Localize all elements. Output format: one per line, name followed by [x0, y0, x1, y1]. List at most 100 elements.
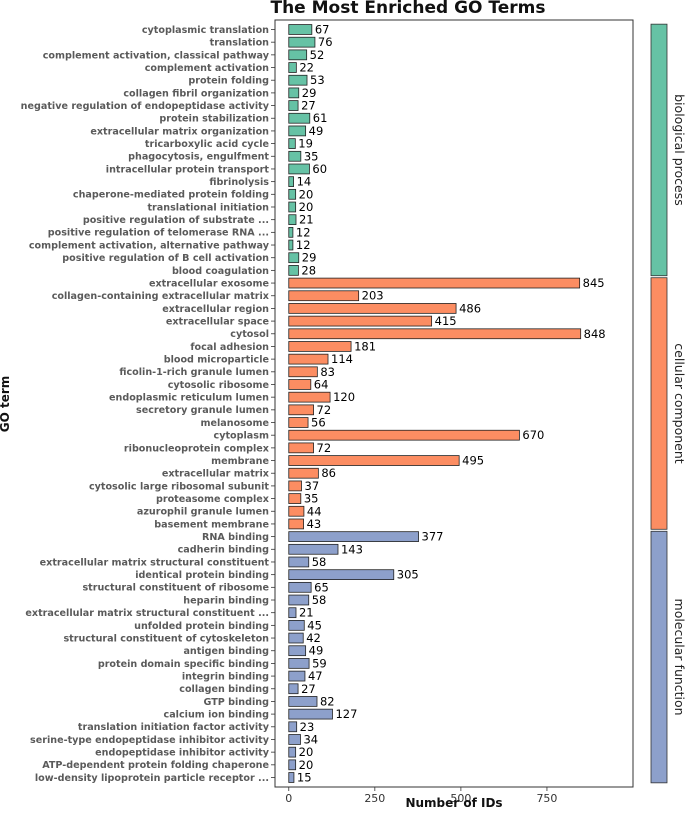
bar-value-label: 28 [301, 263, 316, 277]
y-tick-label: calcium ion binding [164, 710, 270, 721]
bar [288, 315, 433, 327]
bar [288, 252, 300, 264]
bar-value-label: 415 [435, 314, 457, 328]
bar [288, 62, 297, 73]
bar-value-label: 58 [312, 593, 327, 607]
bar [288, 581, 312, 593]
y-tick-label: melanosome [201, 418, 270, 429]
bar-value-label: 82 [320, 694, 335, 708]
y-tick-label: cytosolic large ribosomal subunit [89, 481, 269, 492]
bar-value-label: 60 [312, 162, 327, 176]
bar [288, 138, 296, 149]
bar [288, 125, 307, 137]
bar-value-label: 27 [301, 682, 316, 696]
y-tick-label: azurophil granule lumen [137, 507, 269, 518]
bar [288, 734, 301, 745]
x-axis: 0 250 500 750 [285, 787, 557, 805]
y-tick-label: extracellular matrix [162, 469, 270, 480]
y-tick-label: extracellular space [166, 316, 270, 327]
bar [288, 404, 314, 416]
bar [288, 467, 319, 479]
bar [288, 772, 295, 783]
bar-value-label: 64 [314, 377, 329, 391]
plot-area-frame [274, 19, 634, 788]
y-tick-label: cadherin binding [178, 545, 270, 556]
bar-value-label: 12 [296, 238, 311, 252]
bar-value-label: 203 [362, 289, 384, 303]
x-tick-label: 500 [450, 792, 471, 805]
bar [288, 239, 294, 251]
y-tick-label: translation [210, 38, 270, 49]
bar-value-label: 305 [397, 568, 419, 582]
bar-value-label: 47 [308, 669, 323, 683]
y-tick-label: protein folding [188, 76, 269, 87]
bar [288, 150, 302, 162]
y-tick-label: positive regulation of B cell activation [62, 253, 269, 264]
y-tick-label: GTP binding [204, 697, 270, 708]
y-tick-label: unfolded protein binding [134, 621, 269, 632]
y-tick-label: endopeptidase inhibitor activity [95, 748, 270, 759]
bar [288, 658, 310, 669]
y-tick-label: complement activation [145, 63, 269, 74]
bar-value-label: 12 [296, 225, 311, 239]
group-strip [650, 530, 668, 784]
group-strips: biological process cellular component mole… [650, 23, 685, 784]
y-tick-label: cytosol [230, 329, 269, 340]
bar-value-label: 53 [310, 73, 325, 87]
bar [288, 353, 329, 365]
y-tick-label: tricarboxylic acid cycle [145, 139, 270, 150]
y-tick-label: protein stabilization [159, 114, 269, 125]
bar [288, 87, 300, 99]
y-tick-label: extracellular region [162, 304, 269, 315]
bar-value-label: 59 [312, 656, 327, 670]
y-tick-label: cytoplasm [214, 431, 269, 442]
x-tick-label: 0 [285, 792, 292, 805]
y-tick-label: serine-type endopeptidase inhibitor acti… [30, 735, 270, 746]
bar [288, 112, 311, 124]
bar [288, 670, 306, 682]
bar [288, 480, 302, 492]
bar [288, 366, 318, 378]
y-tick-label: intracellular protein transport [106, 164, 270, 175]
y-tick-label: translational initiation [147, 202, 269, 213]
bar [288, 645, 307, 657]
bar-value-label: 127 [335, 707, 357, 721]
bar-value-label: 52 [310, 48, 325, 62]
y-tick-label: membrane [211, 456, 269, 467]
bar [288, 493, 302, 504]
y-tick-label: translation initiation factor activity [78, 722, 270, 733]
y-tick-label: ATP-dependent protein folding chaperone [42, 760, 269, 771]
bar [288, 341, 352, 352]
y-tick-label: fibrinolysis [209, 177, 269, 188]
bar-value-label: 19 [298, 137, 313, 151]
bar-value-label: 45 [307, 618, 322, 632]
bar-value-label: 49 [309, 124, 324, 138]
bar [288, 429, 520, 441]
bar [288, 683, 299, 695]
bar [288, 696, 318, 707]
bar-value-label: 72 [317, 441, 332, 455]
x-tick-label: 250 [364, 792, 385, 805]
bar [288, 594, 310, 606]
bar [288, 721, 298, 733]
bar [288, 201, 297, 213]
bar [288, 759, 297, 771]
bar-value-label: 35 [304, 492, 319, 506]
bar-value-label: 44 [307, 504, 322, 518]
bar-value-label: 72 [317, 403, 332, 417]
group-strip [650, 277, 668, 530]
bar-value-label: 22 [299, 61, 314, 75]
bar [288, 556, 310, 568]
bar-value-label: 120 [333, 390, 355, 404]
y-axis-title: GO term [0, 376, 12, 433]
bar-value-label: 21 [299, 606, 314, 620]
bar-value-label: 15 [297, 771, 312, 785]
bar [288, 391, 331, 403]
bar [288, 708, 333, 720]
bar [288, 176, 294, 187]
bar-value-label: 21 [299, 213, 314, 227]
bar-value-label: 76 [318, 35, 333, 49]
y-tick-label: extracellular matrix structural constitu… [25, 608, 269, 619]
bar-value-label: 58 [312, 555, 327, 569]
